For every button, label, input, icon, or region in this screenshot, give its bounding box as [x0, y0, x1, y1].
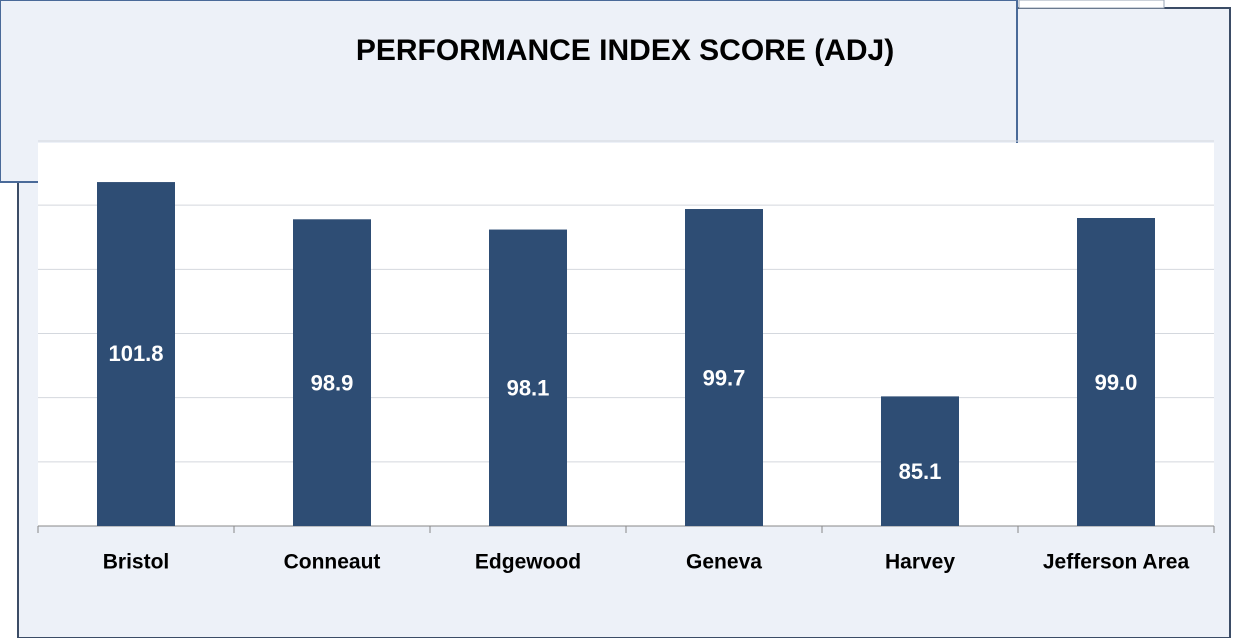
- value-label: 98.1: [507, 376, 550, 401]
- x-tick-label: Jefferson Area: [1043, 551, 1190, 574]
- bar: [293, 219, 371, 527]
- bar: [881, 396, 959, 526]
- bar: [489, 229, 567, 527]
- bar: [1077, 218, 1155, 526]
- bar: [685, 209, 763, 526]
- x-tick-label: Harvey: [885, 551, 955, 574]
- x-tick-label: Geneva: [686, 551, 762, 574]
- x-tick-label: Edgewood: [475, 551, 581, 574]
- value-label: 99.7: [703, 365, 746, 390]
- top-tab: [1018, 0, 1165, 9]
- bar: [97, 182, 175, 527]
- value-label: 85.1: [899, 459, 942, 484]
- x-tick-label: Bristol: [103, 551, 170, 574]
- chart-title: PERFORMANCE INDEX SCORE (ADJ): [356, 34, 894, 67]
- value-label: 101.8: [108, 341, 163, 366]
- plot-area: [38, 143, 1214, 526]
- value-label: 98.9: [311, 370, 354, 395]
- x-tick-label: Conneaut: [284, 551, 381, 574]
- value-label: 99.0: [1095, 370, 1138, 395]
